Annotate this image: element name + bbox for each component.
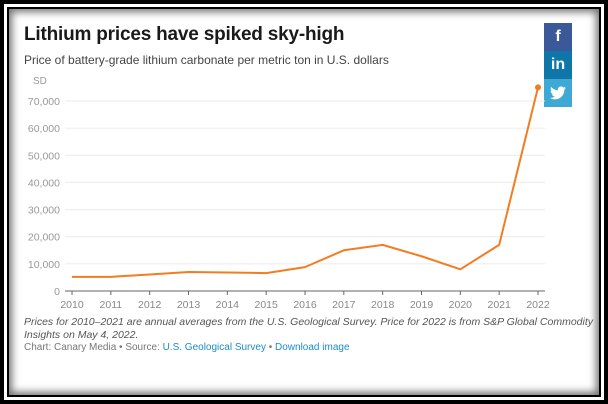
x-tick-label: 2017 bbox=[332, 299, 356, 311]
x-tick-label: 2015 bbox=[254, 299, 278, 311]
x-tick-label: 2012 bbox=[138, 299, 162, 311]
x-tick-label: 2021 bbox=[487, 299, 511, 311]
y-axis-label: SD bbox=[33, 76, 47, 87]
x-tick-label: 2018 bbox=[371, 299, 395, 311]
chart-card bbox=[9, 9, 599, 395]
y-tick-label: 60,000 bbox=[28, 123, 60, 135]
x-tick-label: 2022 bbox=[526, 299, 550, 311]
x-tick-label: 2014 bbox=[216, 299, 240, 311]
facebook-share-button[interactable]: f bbox=[544, 23, 572, 51]
credit-separator: • bbox=[265, 342, 276, 353]
credit-prefix: Chart: Canary Media • Source: bbox=[24, 342, 163, 353]
twitter-icon bbox=[550, 86, 566, 100]
source-link[interactable]: U.S. Geological Survey bbox=[162, 342, 266, 353]
facebook-icon: f bbox=[555, 28, 561, 45]
x-tick-label: 2019 bbox=[410, 299, 434, 311]
y-tick-label: 0 bbox=[54, 286, 60, 298]
chart-title: Lithium prices have spiked sky-high bbox=[24, 24, 345, 45]
series-line bbox=[72, 87, 539, 278]
twitter-share-button[interactable] bbox=[544, 79, 572, 107]
y-tick-label: 40,000 bbox=[28, 177, 60, 189]
y-tick-label: 70,000 bbox=[28, 96, 60, 108]
data-point bbox=[535, 84, 541, 91]
download-image-link[interactable]: Download image bbox=[275, 342, 350, 353]
x-tick-label: 2020 bbox=[449, 299, 473, 311]
chart-note: Prices for 2010–2021 are annual averages… bbox=[24, 316, 594, 341]
x-tick-label: 2016 bbox=[293, 299, 317, 311]
x-tick-label: 2010 bbox=[60, 299, 84, 311]
chart-credit: Chart: Canary Media • Source: U.S. Geolo… bbox=[24, 342, 350, 353]
y-tick-label: 50,000 bbox=[28, 150, 60, 162]
y-tick-label: 20,000 bbox=[28, 232, 60, 244]
chart-subtitle: Price of battery-grade lithium carbonate… bbox=[24, 53, 389, 67]
linkedin-icon: in bbox=[550, 56, 566, 73]
x-tick-label: 2013 bbox=[177, 299, 201, 311]
linkedin-share-button[interactable]: in bbox=[544, 51, 572, 79]
y-tick-label: 10,000 bbox=[28, 259, 60, 271]
y-tick-label: 30,000 bbox=[28, 205, 60, 217]
x-tick-label: 2011 bbox=[100, 299, 123, 311]
share-bar: f in bbox=[544, 23, 572, 107]
